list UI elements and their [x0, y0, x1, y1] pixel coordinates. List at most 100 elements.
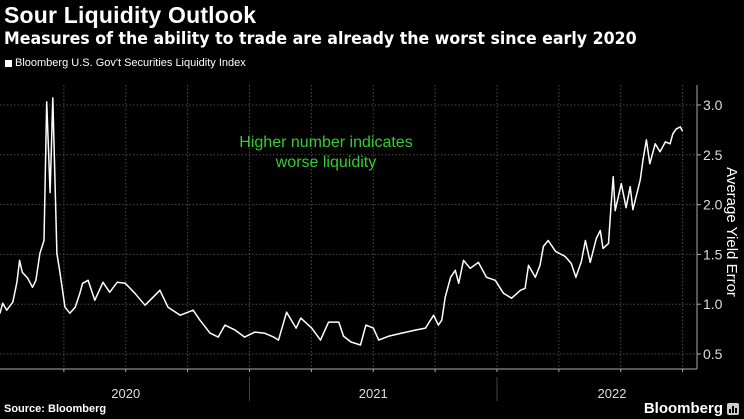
data-point	[192, 309, 194, 311]
data-point	[56, 252, 58, 255]
data-point	[595, 237, 597, 240]
y-tick-label: 1.5	[703, 246, 723, 262]
data-point	[58, 269, 61, 271]
data-point	[319, 339, 322, 341]
data-point	[102, 281, 104, 283]
data-point	[564, 255, 566, 257]
x-tick-label: 2021	[359, 386, 388, 401]
data-point	[234, 329, 236, 331]
source-note: Source: Bloomberg	[4, 403, 107, 415]
data-point	[0, 312, 1, 314]
data-point	[675, 128, 677, 130]
x-tick-label: 2022	[598, 386, 627, 401]
data-point	[372, 327, 374, 329]
data-point	[494, 279, 496, 281]
legend-label: Bloomberg U.S. Gov't Securities Liquidit…	[15, 57, 246, 69]
data-point	[159, 289, 161, 291]
data-point	[659, 151, 661, 153]
data-point	[502, 292, 505, 294]
data-point	[31, 286, 34, 288]
data-point	[555, 250, 557, 253]
data-point	[542, 245, 545, 248]
data-point	[16, 281, 18, 283]
data-point	[378, 339, 380, 341]
data-point	[43, 239, 45, 242]
data-point	[477, 261, 479, 263]
data-point	[39, 252, 41, 255]
data-point	[359, 344, 362, 346]
data-point	[401, 332, 403, 334]
data-point	[277, 339, 280, 341]
grid	[0, 85, 697, 369]
data-point	[350, 341, 352, 343]
data-point	[134, 292, 136, 294]
legend: Bloomberg U.S. Gov't Securities Liquidit…	[5, 57, 246, 69]
data-point	[645, 139, 648, 141]
data-point	[610, 203, 612, 205]
axes: 0.5 1.0 1.5 2.0 2.5 3.0 2020 2021 2022	[0, 85, 723, 401]
chart-subtitle: Measures of the ability to trade are alr…	[4, 29, 637, 49]
data-point	[454, 269, 456, 271]
data-point	[49, 192, 51, 194]
data-point	[679, 126, 681, 128]
data-point	[462, 259, 465, 261]
data-point	[74, 306, 76, 308]
data-point	[27, 277, 29, 279]
data-point	[224, 324, 226, 326]
data-point	[209, 332, 211, 334]
data-point	[6, 309, 8, 311]
data-point	[642, 159, 644, 161]
data-point	[625, 206, 627, 209]
data-point	[485, 276, 488, 278]
data-point	[570, 262, 572, 264]
data-point	[589, 261, 591, 263]
data-point	[519, 289, 521, 291]
data-point	[300, 317, 302, 319]
data-point	[433, 314, 435, 316]
data-point	[654, 143, 656, 145]
y-axis-label: Average Yield Error	[723, 167, 740, 297]
data-point	[575, 276, 577, 278]
data-point	[441, 319, 443, 321]
data-point	[681, 130, 683, 132]
data-point	[12, 301, 14, 303]
data-point	[295, 327, 297, 329]
data-point	[273, 336, 275, 338]
data-point	[328, 321, 330, 323]
data-point	[607, 242, 610, 245]
data-point	[632, 208, 634, 211]
data-point	[437, 324, 439, 326]
y-tick-label: 3.0	[703, 97, 723, 113]
data-point	[458, 282, 460, 284]
data-points	[0, 97, 683, 346]
data-point	[243, 336, 246, 338]
data-point	[52, 97, 54, 99]
data-point	[365, 324, 367, 326]
data-point	[539, 264, 541, 266]
data-point	[311, 327, 313, 329]
legend-swatch	[5, 59, 12, 67]
data-point	[2, 302, 4, 304]
data-point	[167, 306, 169, 308]
logo-text: Bloomberg	[643, 400, 723, 417]
annotation-line-2: worse liquidity	[275, 154, 376, 171]
data-point	[338, 321, 340, 323]
data-point	[124, 282, 126, 284]
y-tick-label: 2.5	[703, 147, 723, 163]
data-point	[414, 329, 416, 331]
data-point	[444, 296, 446, 298]
data-point	[79, 292, 81, 294]
data-point	[69, 312, 71, 314]
data-point	[629, 186, 631, 188]
data-point	[342, 335, 345, 337]
data-point	[639, 179, 641, 181]
data-point	[64, 306, 66, 308]
data-point	[94, 299, 96, 301]
data-point	[527, 264, 530, 266]
annotation-line-1: Higher number indicates	[239, 134, 412, 151]
data-point	[547, 239, 549, 242]
data-point	[584, 239, 587, 242]
data-point	[669, 143, 671, 145]
data-point	[144, 304, 146, 306]
